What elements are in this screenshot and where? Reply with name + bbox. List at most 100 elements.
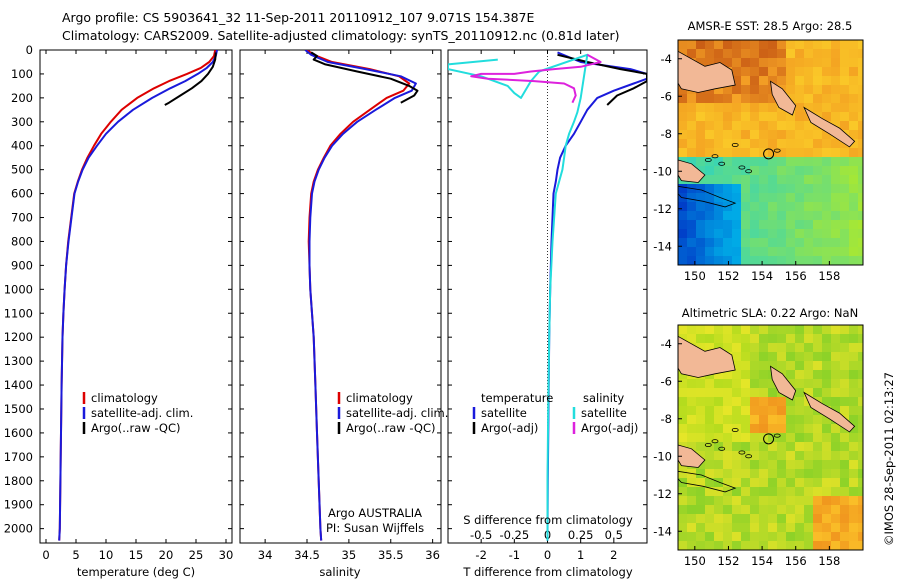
- map-cell: [822, 184, 832, 194]
- map-cell: [813, 442, 823, 452]
- map-cell: [795, 67, 805, 77]
- map-cell: [750, 415, 760, 425]
- map-cell: [750, 361, 760, 371]
- map-cell: [705, 451, 715, 461]
- argo-float-marker: [763, 433, 775, 445]
- map-cell: [705, 49, 715, 59]
- map-cell: [696, 532, 706, 542]
- map-cell: [840, 406, 850, 416]
- map-cell: [795, 157, 805, 167]
- map-cell: [750, 247, 760, 257]
- map-cell: [759, 193, 769, 203]
- map-cell: [777, 496, 787, 506]
- map-cell: [768, 388, 778, 398]
- map-cell: [705, 460, 715, 470]
- map-cell: [840, 40, 850, 50]
- salinity-x-axis: 34 34.5 35 35.5 36: [240, 49, 441, 562]
- map-cell: [804, 424, 814, 434]
- map-cell: [696, 247, 706, 257]
- map-cell: [831, 202, 841, 212]
- map-cell: [840, 523, 850, 533]
- map-cell: [732, 469, 742, 479]
- map-cell: [768, 121, 778, 131]
- map-cell: [696, 184, 706, 194]
- map-cell: [759, 157, 769, 167]
- map-cell: [786, 67, 796, 77]
- map-cell: [804, 370, 814, 380]
- map-x-tick-label: 158: [818, 269, 840, 283]
- map-cell: [687, 229, 697, 239]
- legend-label-salinity-satellite: satellite: [581, 406, 627, 420]
- map-cell: [741, 76, 751, 86]
- map-cell: [786, 514, 796, 524]
- map-cell: [750, 58, 760, 68]
- map-cell: [768, 460, 778, 470]
- map-cell: [768, 130, 778, 140]
- map-cell: [678, 406, 688, 416]
- map-cell: [777, 541, 787, 550]
- x-tick-label: 35.5: [378, 548, 404, 562]
- map-cell: [813, 229, 823, 239]
- map-cell: [822, 247, 832, 257]
- map-cell: [795, 40, 805, 50]
- map-cell: [723, 229, 733, 239]
- map-cell: [723, 334, 733, 344]
- difference-xlabel: T difference from climatology: [462, 565, 633, 579]
- map-cell: [723, 370, 733, 380]
- map-cell: [822, 442, 832, 452]
- map-cell: [795, 166, 805, 176]
- map-cell: [822, 451, 832, 461]
- depth-tick-label: 1300: [4, 354, 33, 368]
- map-x-tick-label: 156: [785, 269, 807, 283]
- map-cell: [768, 175, 778, 185]
- map-cell: [777, 523, 787, 533]
- map-cell: [705, 424, 715, 434]
- map-cell: [687, 442, 697, 452]
- map-cell: [732, 487, 742, 497]
- map-cell: [768, 514, 778, 524]
- temperature-legend: climatology satellite-adj. clim. Argo(..…: [82, 391, 193, 435]
- map-cell: [750, 433, 760, 443]
- map-cell: [768, 442, 778, 452]
- map-cell: [831, 67, 841, 77]
- map-cell: [858, 112, 863, 122]
- map-y-tick-label: -8: [661, 127, 672, 141]
- map-cell: [696, 478, 706, 488]
- x-tick-label: 35: [342, 548, 357, 562]
- map-cell: [687, 112, 697, 122]
- map-cell: [723, 532, 733, 542]
- map-cell: [831, 220, 841, 230]
- map-cell: [705, 388, 715, 398]
- map-cell: [786, 121, 796, 131]
- map-cell: [741, 58, 751, 68]
- map-cell: [858, 76, 863, 86]
- map-cell: [813, 388, 823, 398]
- map-cell: [822, 415, 832, 425]
- map-cell: [804, 238, 814, 248]
- map-cell: [795, 175, 805, 185]
- map-cell: [786, 49, 796, 59]
- map-cell: [687, 94, 697, 104]
- depth-tick-label: 400: [11, 139, 33, 153]
- map-cell: [714, 247, 724, 257]
- map-cell: [831, 388, 841, 398]
- map-cell: [849, 220, 859, 230]
- map-cell: [687, 49, 697, 59]
- map-cell: [813, 85, 823, 95]
- map-cell: [795, 130, 805, 140]
- map-cell: [741, 415, 751, 425]
- map-cell: [822, 157, 832, 167]
- map-cell: [786, 487, 796, 497]
- map-cell: [858, 58, 863, 68]
- map-cell: [813, 67, 823, 77]
- map-cell: [705, 487, 715, 497]
- map-cell: [741, 532, 751, 542]
- map-cell: [723, 451, 733, 461]
- map-cell: [849, 379, 859, 389]
- map-cell: [714, 433, 724, 443]
- island-outline: [704, 442, 712, 447]
- map-cell: [840, 361, 850, 371]
- map-cell: [831, 514, 841, 524]
- map-cell: [840, 460, 850, 470]
- map-cell: [696, 442, 706, 452]
